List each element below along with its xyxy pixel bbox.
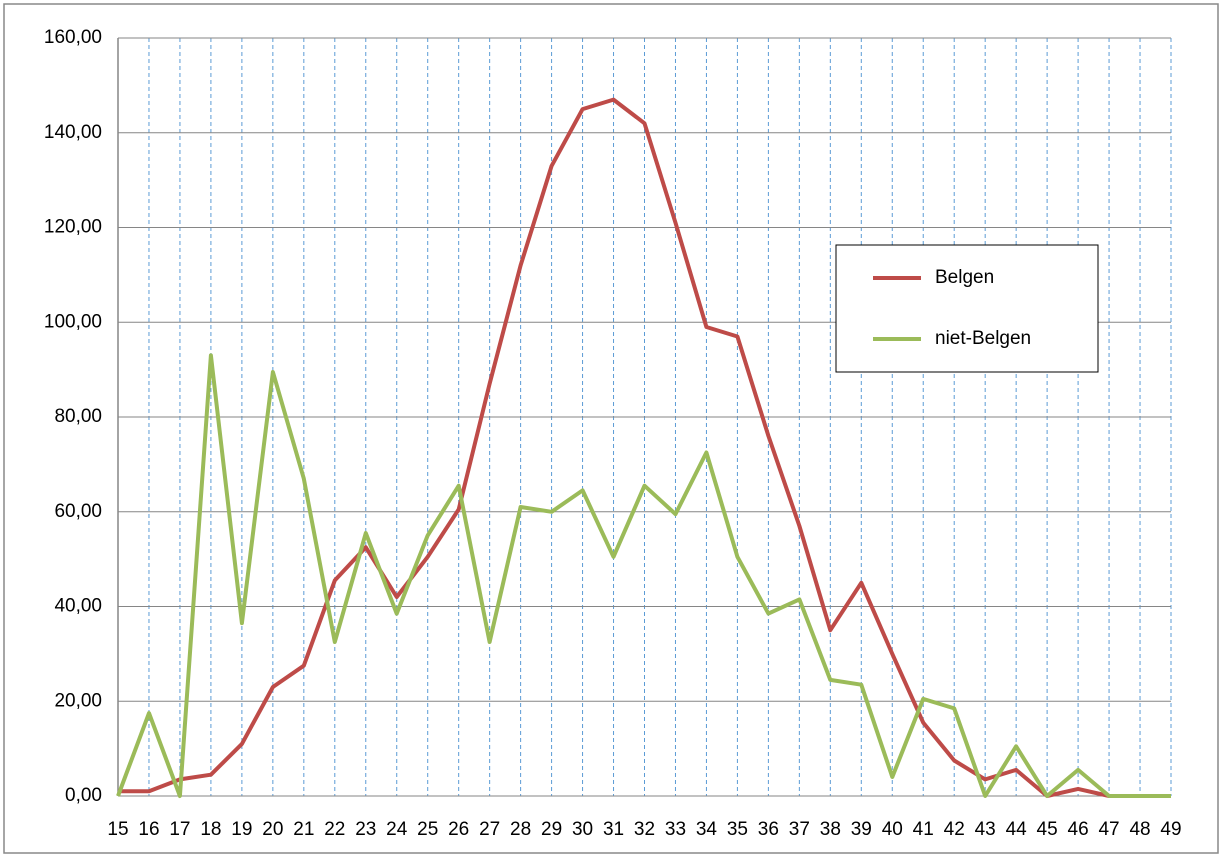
legend-box [835,244,1099,373]
y-tick-label: 40,00 [54,596,102,617]
x-tick-label: 42 [944,819,965,840]
x-tick-label: 25 [417,819,438,840]
x-tick-label: 26 [448,819,469,840]
x-tick-label: 48 [1129,819,1150,840]
x-tick-label: 24 [386,819,408,840]
x-tick-label: 43 [975,819,996,840]
x-tick-label: 38 [820,819,841,840]
x-tick-label: 20 [262,819,283,840]
x-tick-label: 16 [138,819,159,840]
y-tick-label: 20,00 [54,690,102,711]
x-tick-label: 40 [882,819,903,840]
x-tick-label: 37 [789,819,810,840]
y-tick-label: 0,00 [65,785,102,806]
x-tick-label: 29 [541,819,562,840]
x-tick-label: 45 [1037,819,1058,840]
x-tick-label: 33 [665,819,686,840]
x-tick-label: 27 [479,819,500,840]
x-tick-label: 47 [1098,819,1119,840]
x-tick-label: 35 [727,819,748,840]
y-tick-label: 120,00 [44,217,102,238]
x-tick-label: 23 [355,819,376,840]
x-tick-label: 28 [510,819,531,840]
legend-label: Belgen [935,267,994,288]
y-tick-label: 160,00 [44,27,102,48]
x-tick-label: 18 [200,819,221,840]
y-tick-label: 80,00 [54,406,102,427]
x-tick-label: 49 [1160,819,1181,840]
x-tick-label: 46 [1068,819,1089,840]
x-tick-label: 19 [231,819,252,840]
x-tick-label: 30 [572,819,593,840]
x-tick-label: 44 [1006,819,1028,840]
y-tick-label: 140,00 [44,122,102,143]
x-tick-label: 32 [634,819,655,840]
x-tick-label: 15 [107,819,128,840]
x-tick-label: 31 [603,819,624,840]
x-tick-label: 21 [293,819,314,840]
legend-label: niet-Belgen [935,328,1031,349]
x-tick-label: 39 [851,819,872,840]
x-tick-label: 36 [758,819,779,840]
y-tick-label: 100,00 [44,311,102,332]
series-line [116,353,1171,798]
x-tick-label: 41 [913,819,934,840]
x-tick-label: 34 [696,819,718,840]
y-tick-label: 60,00 [54,501,102,522]
x-tick-label: 22 [324,819,345,840]
x-tick-label: 17 [169,819,190,840]
